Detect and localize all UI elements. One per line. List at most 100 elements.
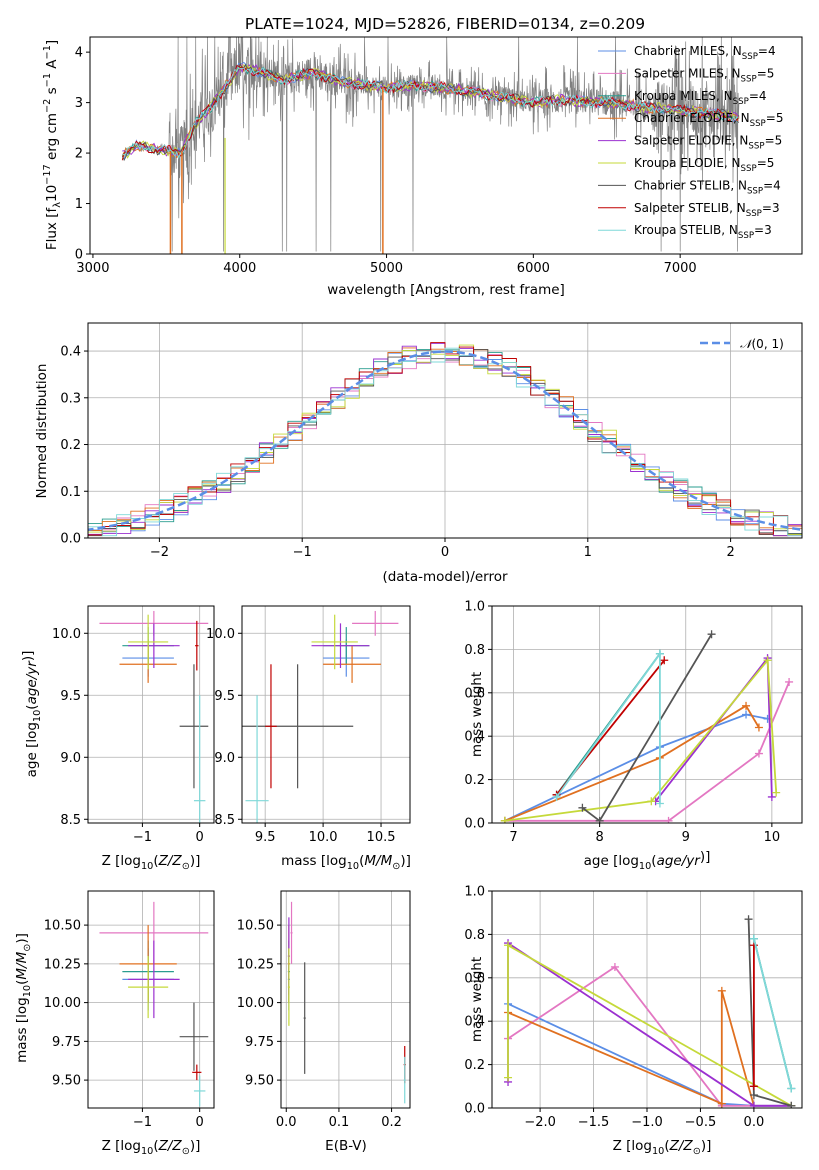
weight-line-chabrier-stelib [747, 919, 792, 1107]
x-tick-label: 0 [196, 1115, 204, 1130]
y-axis-label: Normed distribution [34, 364, 50, 499]
y-tick-label: 9.50 [245, 1074, 274, 1089]
x-tick-label: −1 [293, 545, 312, 560]
axes-frame [491, 890, 803, 1109]
plot-area [242, 610, 399, 823]
weight-marker [763, 656, 772, 665]
y-axis-label-part: 10 [32, 710, 43, 722]
y-tick-label: 10.00 [44, 996, 81, 1011]
weight-marker [767, 792, 776, 801]
plot-area [287, 901, 406, 1104]
legend-label-part: SSP [741, 164, 757, 174]
x-axis-label: mass [log10(M/M⊙)] [281, 853, 411, 872]
x-axis-label-part: )] [400, 853, 411, 869]
axes-frame [87, 890, 215, 1109]
legend-label-part: SSP [738, 231, 754, 241]
chart-mass-vs-ebv: 0.0 0.1 0.2 9.50 9.75 10.00 10.25 10.50 E(B-V) [237, 890, 411, 1154]
y-axis-label-part: −2 [42, 99, 53, 113]
model-line-kroupa-elodie [121, 64, 740, 159]
weight-line-chabrier-miles [504, 713, 768, 822]
x-axis-label: E(B-V) [325, 1138, 367, 1154]
plot-area [500, 630, 794, 823]
model-line-chabrier-stelib [121, 62, 740, 162]
legend-label-part: =5 [766, 111, 784, 125]
chart-age-vs-mass: 9.5 10.0 10.5 8.5 9.0 9.5 10.0 mass [log10(M/M⊙… [206, 605, 411, 872]
x-axis-label-part: Z [log [102, 853, 141, 869]
y-tick-label: 8.5 [214, 813, 235, 828]
y-tick-label: 4 [75, 46, 83, 61]
x-axis-label-part: age/yr [657, 853, 702, 869]
weight-marker [664, 816, 673, 823]
y-tick-label: 10.0 [52, 627, 81, 642]
legend-label-part: Chabrier ELODIE, N [634, 111, 750, 125]
weight-line-kroupa-stelib [555, 650, 661, 804]
y-tick-label: 9.75 [245, 1035, 274, 1050]
legend-label: Chabrier STELIB, NSSP=4 [634, 178, 781, 196]
weight-marker [578, 803, 587, 812]
x-axis-label-part: )] [190, 853, 201, 869]
legend-label-part: Chabrier MILES, N [634, 44, 742, 58]
x-tick-label: 0.0 [276, 1115, 297, 1130]
y-axis-label-part: erg cm [44, 113, 60, 164]
x-axis-label-part: ⊙ [392, 861, 400, 872]
weight-line-kroupa-elodie [504, 657, 778, 822]
axes-frame [87, 605, 215, 824]
x-axis-label: wavelength [Angstrom, rest frame] [327, 282, 565, 298]
y-axis-label-part: ( [14, 980, 30, 985]
y-tick-label: 1 [75, 197, 83, 212]
plot-area [99, 901, 209, 1107]
weight-marker [552, 792, 561, 801]
y-tick-label: 0.0 [464, 817, 485, 832]
legend-label-part: Kroupa ELODIE, N [634, 156, 741, 170]
y-tick-label: 10.25 [237, 957, 274, 972]
x-axis-label-part: ( [153, 1138, 158, 1154]
weight-line-kroupa-stelib [753, 938, 793, 1089]
weight-marker [749, 934, 758, 943]
legend-label: Salpeter STELIB, NSSP=3 [634, 201, 780, 219]
legend-label: Chabrier MILES, NSSP=4 [634, 44, 776, 62]
x-axis-label-part: Z [log [613, 1138, 652, 1154]
plot-area [99, 610, 209, 823]
x-axis-label-part: )] [190, 1138, 201, 1154]
weight-marker [749, 1101, 758, 1108]
x-tick-label: 0.1 [329, 1115, 350, 1130]
y-tick-label: 0.1 [60, 485, 81, 500]
x-tick-label: 9 [682, 830, 690, 845]
axes-frame [89, 36, 803, 255]
legend-label: Kroupa STELIB, NSSP=3 [634, 223, 772, 241]
x-tick-label: −1 [133, 1115, 152, 1130]
chart-residuals: −2 −1 0 1 2 0.0 0.1 0.2 0.3 0.4 𝒩(0, 1) (data-model… [34, 322, 803, 585]
weight-marker [785, 677, 794, 686]
x-tick-label: 5000 [370, 261, 403, 276]
y-axis-label-part: mass [log [14, 997, 30, 1063]
weight-marker [772, 788, 781, 797]
y-tick-label: 10.00 [237, 996, 274, 1011]
legend-label: 𝒩(0, 1) [740, 337, 784, 351]
x-tick-label: 10.0 [309, 830, 338, 845]
x-tick-label: 10.5 [367, 830, 396, 845]
y-tick-label: 0.6 [464, 971, 485, 986]
x-tick-label: 0.2 [381, 1115, 402, 1130]
weight-marker [595, 816, 604, 823]
legend-label-part: =3 [762, 201, 780, 215]
histogram-kroupa-stelib [88, 347, 802, 537]
x-tick-label: −0.5 [685, 1115, 717, 1130]
legend-label-part: =4 [758, 44, 776, 58]
model-line-chabrier-elodie [121, 66, 740, 159]
y-axis-label-part: Flux [f [44, 207, 60, 251]
weight-line-chabrier-elodie [507, 990, 755, 1107]
y-axis-label-part: A [44, 59, 60, 73]
y-tick-label: 0.0 [60, 532, 81, 547]
weight-marker [754, 723, 763, 732]
x-axis-label-part: ( [664, 1138, 669, 1154]
axes-frame [87, 322, 803, 539]
weight-marker [500, 816, 509, 823]
x-axis-label-part: ⊙ [182, 861, 190, 872]
y-axis-label: Flux [fλ10−17 erg cm−2 s−1 A−1] [42, 40, 63, 250]
y-tick-label: 0.2 [464, 773, 485, 788]
y-tick-label: 0.6 [464, 686, 485, 701]
chart-age-vs-Z: −1 08.59.09.510.0Z [log10(Z/Z⊙)]age [log1… [20, 605, 215, 872]
x-tick-label: −2 [150, 545, 169, 560]
